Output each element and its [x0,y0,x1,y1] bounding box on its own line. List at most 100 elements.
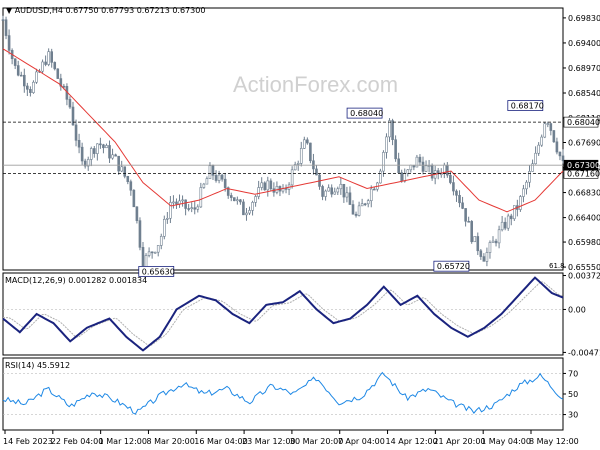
level-label-box [563,116,599,128]
candle-body [303,139,306,149]
candle-body [184,199,187,209]
candle-body [89,148,93,160]
candle-body [172,201,175,204]
candle-body [476,236,480,252]
price-tick-label: 0.66400 [568,214,600,223]
candle-body [354,213,358,216]
candle-body [424,165,428,172]
candle-body [111,154,114,159]
candle-body [558,151,562,157]
candle-body [330,187,333,195]
candle-body [83,160,87,167]
candle-body [13,58,17,66]
candle-body [473,236,477,243]
candle-body [41,61,44,72]
candle-body [488,242,492,253]
candle-body [458,195,461,204]
candle-body [226,187,230,196]
candle-body [53,62,57,70]
price-tick-label: 0.69400 [568,39,600,48]
candle-body [62,85,66,88]
candle-body [388,120,391,138]
candle-body [147,251,151,256]
x-tick-label: 14 Feb 2023 [3,437,53,446]
candle-body [506,215,510,229]
candle-body [400,172,403,182]
candle-body [546,123,550,125]
candle-body [193,207,197,210]
candle-body [513,205,516,220]
candle-body [464,208,467,222]
annotation-box [507,100,544,111]
annotation-label: 0.68170 [511,102,544,111]
candle-body [71,106,75,126]
candle-body [126,176,130,182]
rsi-tick-label: 70 [568,369,578,378]
candle-body [135,206,139,221]
candle-body [406,169,410,174]
candle-body [345,192,349,198]
candle-body [120,166,123,172]
candle-body [540,136,543,146]
candle-body [336,188,340,193]
x-tick-label: 8 May 12:00 [529,437,579,446]
x-tick-label: 14 Apr 12:00 [386,437,438,446]
candle-body [7,35,11,51]
candle-body [108,145,111,159]
candle-body [19,74,23,77]
candle-body [93,148,96,154]
candle-body [251,202,254,211]
candle-body [260,182,263,188]
candle-body [467,220,470,223]
candle-body [351,204,355,215]
candle-body [96,143,99,154]
candle-body [333,191,337,195]
candle-body [296,163,300,165]
candle-body [123,166,127,177]
candle-body [117,155,120,172]
candle-body [166,217,169,220]
candle-body [379,170,382,184]
candle-body [47,51,50,65]
candle-body [86,159,90,167]
candle-body [366,200,370,205]
x-tick-label: 30 Mar 20:00 [290,437,343,446]
candle-body [77,139,81,148]
candle-body [16,65,20,76]
macd-tick-label: 0.003722 [568,272,600,281]
price-tick-label: 0.68970 [568,64,600,73]
candle-body [306,139,309,144]
annotation-label: 0.65720 [437,262,470,271]
x-tick-label: 1 May 04:00 [481,437,531,446]
candle-body [363,203,367,206]
candle-body [44,61,47,65]
candle-body [169,202,172,219]
candle-body [190,207,193,209]
candle-body [138,220,142,248]
candle-body [549,123,553,131]
candle-body [415,156,419,168]
candle-body [561,155,565,162]
candle-body [196,206,200,210]
price-tick-label: 0.68540 [568,89,600,98]
candle-body [263,182,267,191]
macd-tick-label: 0.00 [568,305,586,314]
candle-body [175,201,178,205]
candle-body [74,124,78,141]
candle-body [519,196,522,210]
candle-body [531,163,534,172]
rsi-label: RSI(14) 45.5912 [5,361,70,370]
price-tick-label: 0.65550 [568,263,600,272]
candle-body [339,183,343,190]
candle-body [239,199,242,203]
candle-body [509,215,513,220]
candle-body [50,51,53,63]
candle-body [382,152,385,172]
candle-body [26,85,29,90]
candle-body [266,180,270,191]
annotation-box [138,266,175,277]
candle-body [150,251,154,254]
candle-body [485,252,489,262]
candle-body [500,221,504,231]
